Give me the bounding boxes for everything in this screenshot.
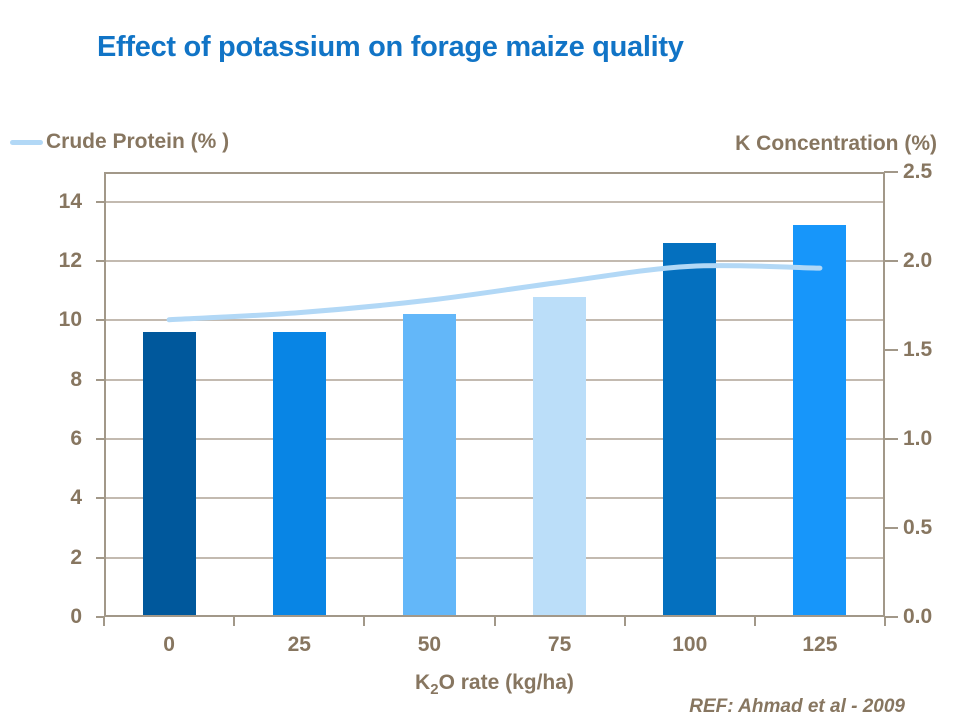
x-axis-title-post: O rate (kg/ha): [438, 671, 574, 694]
line-series-swatch-icon: [10, 139, 43, 145]
plot-area: [104, 172, 885, 617]
y-axis-tick-right: [884, 438, 898, 440]
right-axis-tick-label: 1.0: [903, 427, 933, 450]
x-axis-tick: [233, 617, 236, 626]
bar-k2o-100: [663, 243, 717, 615]
right-axis-tick-label: 0.5: [903, 516, 933, 539]
y-axis-tick-left: [96, 319, 104, 322]
y-axis-tick-left: [96, 556, 104, 559]
reference-note: REF: Ahmad et al - 2009: [689, 696, 905, 717]
right-axis-title: K Concentration (%): [735, 132, 937, 155]
x-axis-tick: [753, 617, 756, 626]
y-axis-tick-left: [96, 497, 104, 500]
left-axis-tick-label: 2: [70, 545, 82, 569]
gridline: [106, 260, 883, 262]
gridline: [106, 556, 883, 559]
right-axis-tick-label: 2.0: [903, 249, 933, 272]
gridline: [106, 200, 883, 203]
x-axis-tick: [623, 617, 626, 626]
right-axis-tick-label: 0.0: [903, 605, 933, 628]
right-axis-tick-label: 2.5: [903, 160, 933, 183]
x-axis-category-label: 50: [417, 633, 442, 656]
gridline: [106, 319, 883, 322]
bar-k2o-25: [272, 332, 326, 615]
page-title: Effect of potassium on forage maize qual…: [97, 31, 684, 63]
left-axis-tick-label: 10: [58, 308, 82, 332]
y-axis-tick-left: [96, 438, 104, 440]
x-axis-tick: [884, 617, 886, 626]
x-axis-category-label: 125: [802, 633, 838, 656]
x-axis-tick: [493, 617, 496, 626]
left-axis-tick-label: 4: [70, 486, 82, 510]
x-axis-title: K2O rate (kg/ha): [104, 671, 885, 698]
bar-k2o-50: [402, 314, 456, 615]
left-axis-tick-label: 6: [70, 427, 82, 450]
left-axis-tick-label: 12: [58, 249, 82, 272]
y-axis-tick-right: [884, 171, 898, 173]
bar-k2o-0: [142, 332, 196, 615]
y-axis-tick-right: [884, 349, 898, 351]
y-axis-tick-right: [884, 616, 898, 618]
x-axis-tick: [103, 617, 105, 626]
y-axis-tick-left: [96, 260, 104, 262]
y-axis-tick-right: [884, 260, 898, 262]
gridline: [106, 497, 883, 500]
left-axis-tick-label: 8: [70, 367, 82, 391]
x-axis-category-label: 75: [547, 633, 572, 656]
x-axis-title-pre: K: [415, 671, 431, 694]
y-axis-tick-left: [96, 378, 104, 381]
gridline: [106, 378, 883, 381]
gridline: [106, 438, 883, 440]
y-axis-tick-left: [96, 616, 104, 618]
legend-label-crude-protein: Crude Protein (% ): [46, 130, 230, 153]
left-axis-tick-label: 0: [70, 605, 82, 628]
legend: Crude Protein (% ): [10, 130, 229, 154]
bar-k2o-75: [533, 296, 587, 615]
y-axis-tick-left: [96, 200, 104, 203]
y-axis-tick-right: [884, 527, 898, 529]
x-axis-title-sub: 2: [430, 681, 439, 699]
left-axis-tick-label: 14: [58, 189, 82, 213]
x-axis-category-label: 0: [163, 633, 175, 656]
x-axis-tick: [363, 617, 366, 626]
x-axis-category-label: 100: [672, 633, 708, 656]
x-axis-category-label: 25: [287, 633, 311, 656]
bar-k2o-125: [793, 225, 847, 615]
right-axis-tick-label: 1.5: [903, 338, 933, 361]
